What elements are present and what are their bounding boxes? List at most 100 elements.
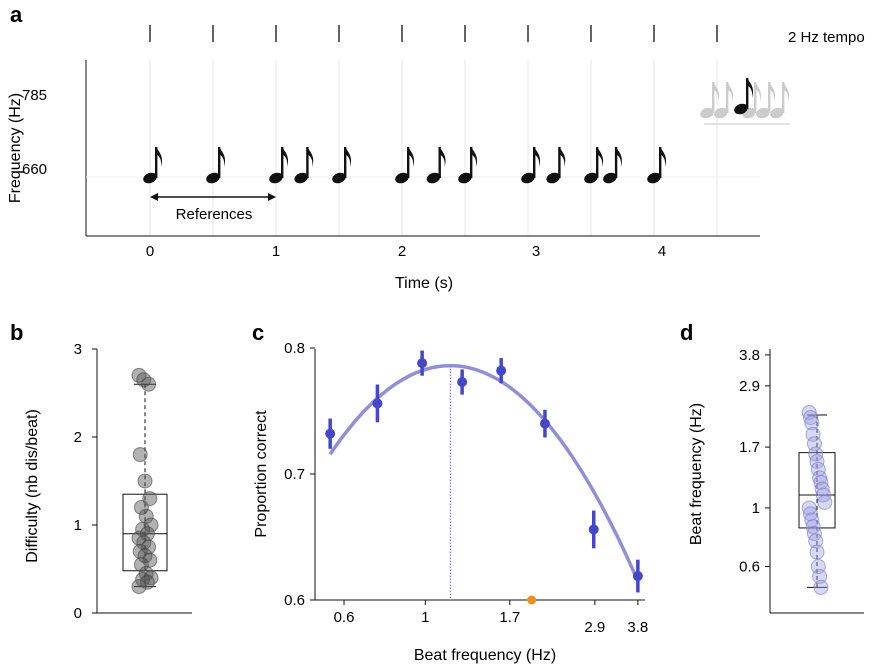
panel-d-y-title: Beat frequency (Hz) (688, 403, 705, 545)
data-point (803, 506, 818, 522)
data-point (801, 500, 817, 516)
iqr-box (798, 452, 836, 529)
data-point (588, 524, 599, 535)
note-symbol (647, 147, 667, 185)
data-point (809, 544, 825, 560)
panel-d: d 0.6 1 1.7 2.9 3.8 Beat frequency (Hz) (680, 320, 864, 614)
data-point (808, 533, 824, 549)
data-point (135, 572, 151, 588)
data-point (804, 415, 820, 431)
data-point (132, 447, 148, 463)
beat-markers (149, 25, 718, 42)
y-tick-label: 3 (74, 341, 82, 358)
panel-a-y-title: Frequency (Hz) (7, 93, 24, 203)
references-arrow-head-right (268, 193, 276, 201)
tempo-label: 2 Hz tempo (788, 29, 865, 46)
references-arrow-head-left (150, 193, 158, 201)
x-tick-label: 1 (272, 243, 280, 260)
y-tick-label: 0.6 (739, 559, 760, 576)
panel-b-letter: b (10, 320, 23, 345)
y-tick-label: 0 (74, 605, 82, 622)
note-symbol (269, 147, 289, 185)
panel-b-points (131, 367, 159, 595)
y-tick-label: 1 (752, 500, 760, 517)
beat-gridlines (149, 60, 718, 236)
note-symbol (426, 147, 446, 185)
data-point (816, 487, 831, 503)
panel-a-x-ticks: 0 1 2 3 4 (146, 243, 666, 260)
data-point (808, 446, 824, 462)
data-point (133, 557, 149, 573)
y-tick-label: 0.7 (284, 466, 305, 483)
x-tick-label: 4 (658, 243, 666, 260)
panel-c-y-title: Proportion correct (253, 410, 270, 538)
note-symbol (206, 147, 226, 185)
y-tick-label: 785 (22, 87, 47, 104)
y-tick-label: 0.8 (284, 340, 305, 357)
note-symbol (294, 147, 314, 185)
panel-d-letter: d (680, 320, 693, 345)
data-point (812, 568, 828, 584)
probe-notes (700, 78, 790, 125)
note-symbol (602, 147, 622, 185)
data-point (805, 426, 821, 442)
note-symbol (584, 147, 604, 185)
panel-c: c 0.6 0.7 0.8 0.6 1 1.7 2.9 3.8 Proportion cor… (252, 320, 648, 664)
data-point (139, 526, 155, 542)
note-symbol (546, 147, 566, 185)
data-point (133, 499, 149, 515)
references-annotation: References (150, 193, 276, 223)
panel-d-points (801, 404, 833, 595)
note-symbol (143, 147, 163, 185)
x-tick-label: 2 (398, 243, 406, 260)
data-point (457, 377, 468, 388)
panel-a-letter: a (10, 2, 23, 27)
y-tick-label: 2 (74, 429, 82, 446)
references-label: References (176, 206, 253, 223)
x-tick-label: 0.6 (334, 609, 355, 626)
panel-a-x-title: Time (s) (395, 275, 453, 292)
panel-b-y-title: Difficulty (nb dis/beat) (24, 409, 41, 563)
note-symbol (332, 147, 352, 185)
panel-c-y-ticks: 0.6 0.7 0.8 (284, 340, 315, 609)
data-point (131, 579, 147, 595)
panel-c-points (325, 350, 643, 593)
panel-c-x-ticks: 0.6 1 1.7 2.9 3.8 (334, 600, 648, 636)
x-tick-label: 0 (146, 243, 154, 260)
panel-b-y-ticks: 0 1 2 3 (74, 341, 97, 622)
x-tick-label: 1.7 (499, 609, 520, 626)
panel-c-letter: c (252, 320, 264, 345)
panel-d-y-ticks: 0.6 1 1.7 2.9 3.8 (739, 347, 770, 576)
data-point (139, 574, 155, 590)
data-point (803, 410, 818, 426)
data-point (817, 494, 833, 510)
quadratic-fit-curve (328, 363, 640, 582)
orange-marker (527, 595, 537, 605)
data-point (417, 358, 428, 369)
y-tick-label: 1 (74, 517, 82, 534)
data-point (496, 365, 507, 376)
data-point (632, 571, 643, 582)
x-tick-label: 3 (532, 243, 540, 260)
y-tick-label: 0.6 (284, 592, 305, 609)
x-tick-label: 2.9 (584, 619, 605, 636)
panel-b: b 0 1 2 3 Difficulty (nb dis/beat) (10, 320, 192, 622)
y-tick-label: 2.9 (739, 378, 760, 395)
note-symbol (458, 147, 478, 185)
data-point (372, 398, 383, 409)
y-tick-label: 660 (22, 161, 47, 178)
data-point (141, 539, 157, 555)
note-symbol (521, 147, 541, 185)
reference-notes (143, 147, 667, 185)
y-tick-label: 3.8 (739, 347, 760, 364)
data-point (806, 526, 822, 542)
data-point (813, 579, 829, 595)
panel-a: a 2 Hz tempo 785 660 Frequency (Hz) 0 1 2 3… (7, 2, 865, 292)
data-point (143, 517, 159, 533)
x-tick-label: 3.8 (627, 619, 648, 636)
x-tick-label: 1 (421, 609, 429, 626)
data-point (325, 428, 336, 439)
y-tick-label: 1.7 (739, 439, 760, 456)
data-point (137, 473, 153, 489)
